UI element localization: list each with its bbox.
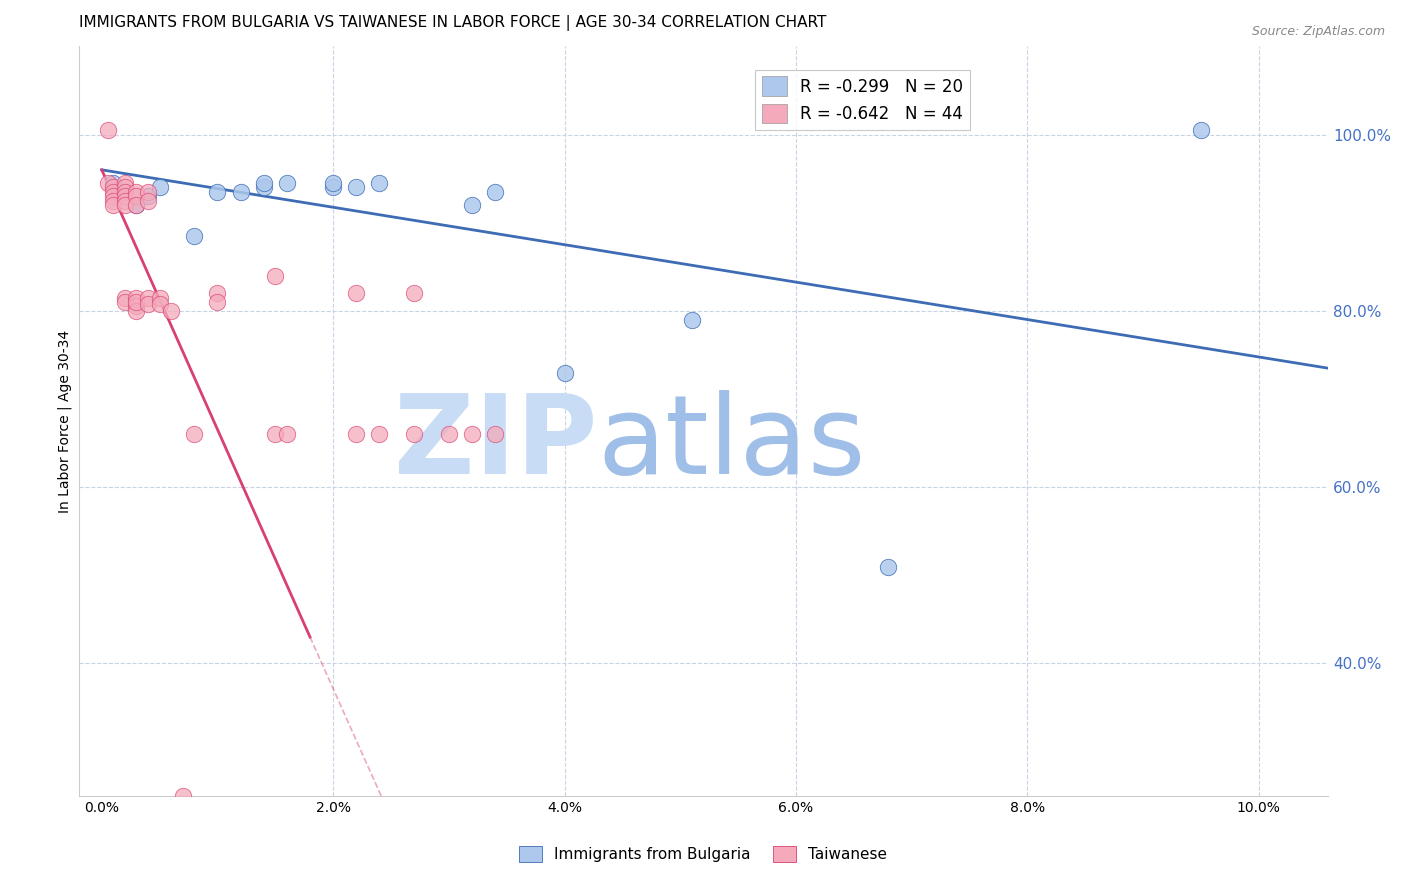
Point [253, 176, 276, 190]
Point [461, 427, 484, 442]
Point [149, 180, 172, 194]
Point [554, 366, 576, 380]
Legend: Immigrants from Bulgaria, Taiwanese: Immigrants from Bulgaria, Taiwanese [513, 840, 893, 868]
Point [125, 291, 148, 305]
Point [125, 189, 148, 203]
Text: ZIP: ZIP [394, 390, 598, 497]
Point [125, 198, 148, 212]
Point [114, 180, 136, 194]
Point [160, 304, 183, 318]
Point [1189, 123, 1212, 137]
Point [368, 176, 391, 190]
Point [114, 295, 136, 310]
Point [276, 427, 298, 442]
Text: IMMIGRANTS FROM BULGARIA VS TAIWANESE IN LABOR FORCE | AGE 30-34 CORRELATION CHA: IMMIGRANTS FROM BULGARIA VS TAIWANESE IN… [79, 15, 825, 31]
Point [253, 180, 276, 194]
Point [344, 286, 367, 301]
Point [681, 312, 703, 326]
Point [322, 180, 344, 194]
Point [125, 300, 148, 314]
Point [125, 304, 148, 318]
Point [136, 185, 159, 199]
Point [276, 176, 298, 190]
Legend: R = -0.299   N = 20, R = -0.642   N = 44: R = -0.299 N = 20, R = -0.642 N = 44 [755, 70, 970, 130]
Point [96, 123, 118, 137]
Point [437, 427, 460, 442]
Point [125, 198, 148, 212]
Point [183, 427, 205, 442]
Point [404, 427, 426, 442]
Point [114, 194, 136, 208]
Point [103, 180, 125, 194]
Point [207, 286, 229, 301]
Point [125, 295, 148, 310]
Point [103, 198, 125, 212]
Point [114, 198, 136, 212]
Point [103, 189, 125, 203]
Point [484, 185, 506, 199]
Point [404, 286, 426, 301]
Point [114, 291, 136, 305]
Point [207, 295, 229, 310]
Point [484, 427, 506, 442]
Text: atlas: atlas [598, 390, 866, 497]
Point [877, 559, 900, 574]
Point [264, 268, 287, 283]
Point [149, 297, 172, 311]
Point [149, 291, 172, 305]
Point [136, 291, 159, 305]
Point [368, 427, 391, 442]
Point [264, 427, 287, 442]
Point [125, 185, 148, 199]
Point [136, 189, 159, 203]
Point [172, 789, 194, 803]
Point [229, 185, 252, 199]
Point [322, 176, 344, 190]
Point [344, 180, 367, 194]
Point [461, 198, 484, 212]
Point [114, 176, 136, 190]
Point [183, 229, 205, 244]
Point [103, 176, 125, 190]
Point [136, 297, 159, 311]
Point [103, 194, 125, 208]
Point [136, 194, 159, 208]
Point [96, 176, 118, 190]
Point [344, 427, 367, 442]
Point [114, 189, 136, 203]
Point [114, 185, 136, 199]
Point [207, 185, 229, 199]
Text: Source: ZipAtlas.com: Source: ZipAtlas.com [1251, 25, 1385, 38]
Y-axis label: In Labor Force | Age 30-34: In Labor Force | Age 30-34 [58, 329, 72, 513]
Point [103, 185, 125, 199]
